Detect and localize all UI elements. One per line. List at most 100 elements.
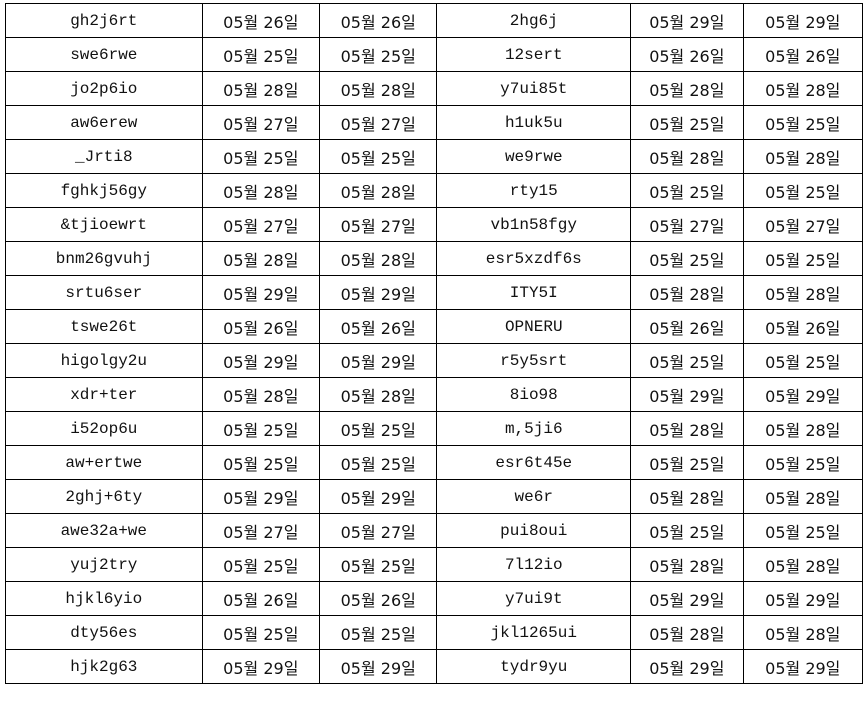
date-cell[interactable]: 05월 29일 (630, 581, 744, 616)
date-cell[interactable]: 05월 28일 (742, 275, 863, 310)
date-cell[interactable]: 05월 28일 (742, 479, 863, 514)
date-cell[interactable]: 05월 29일 (742, 3, 863, 38)
code-cell[interactable]: &tjioewrt (5, 207, 203, 242)
code-cell[interactable]: 7l12io (436, 547, 632, 582)
code-cell[interactable]: 12sert (436, 37, 632, 72)
date-cell[interactable]: 05월 25일 (742, 241, 863, 276)
date-cell[interactable]: 05월 26일 (319, 309, 438, 344)
code-cell[interactable]: dty56es (5, 615, 203, 650)
date-cell[interactable]: 05월 28일 (201, 71, 321, 106)
code-cell[interactable]: _Jrti8 (5, 139, 203, 174)
code-cell[interactable]: srtu6ser (5, 275, 203, 310)
date-cell[interactable]: 05월 29일 (319, 649, 438, 684)
code-cell[interactable]: we6r (436, 479, 632, 514)
date-cell[interactable]: 05월 26일 (319, 581, 438, 616)
date-cell[interactable]: 05월 25일 (630, 241, 744, 276)
code-cell[interactable]: fghkj56gy (5, 173, 203, 208)
code-cell[interactable]: tydr9yu (436, 649, 632, 684)
date-cell[interactable]: 05월 28일 (742, 615, 863, 650)
code-cell[interactable]: y7ui85t (436, 71, 632, 106)
date-cell[interactable]: 05월 28일 (742, 411, 863, 446)
date-cell[interactable]: 05월 26일 (201, 3, 321, 38)
code-cell[interactable]: swe6rwe (5, 37, 203, 72)
date-cell[interactable]: 05월 28일 (630, 547, 744, 582)
code-cell[interactable]: vb1n58fgy (436, 207, 632, 242)
date-cell[interactable]: 05월 28일 (201, 173, 321, 208)
date-cell[interactable]: 05월 27일 (319, 105, 438, 140)
date-cell[interactable]: 05월 25일 (630, 445, 744, 480)
code-cell[interactable]: r5y5srt (436, 343, 632, 378)
code-cell[interactable]: m,5ji6 (436, 411, 632, 446)
date-cell[interactable]: 05월 26일 (742, 309, 863, 344)
date-cell[interactable]: 05월 25일 (201, 547, 321, 582)
date-cell[interactable]: 05월 29일 (201, 479, 321, 514)
date-cell[interactable]: 05월 25일 (201, 411, 321, 446)
date-cell[interactable]: 05월 29일 (319, 343, 438, 378)
date-cell[interactable]: 05월 28일 (319, 173, 438, 208)
date-cell[interactable]: 05월 25일 (319, 445, 438, 480)
date-cell[interactable]: 05월 28일 (742, 547, 863, 582)
code-cell[interactable]: 2ghj+6ty (5, 479, 203, 514)
date-cell[interactable]: 05월 25일 (201, 37, 321, 72)
date-cell[interactable]: 05월 27일 (201, 207, 321, 242)
date-cell[interactable]: 05월 25일 (630, 513, 744, 548)
code-cell[interactable]: hjk2g63 (5, 649, 203, 684)
date-cell[interactable]: 05월 25일 (319, 615, 438, 650)
date-cell[interactable]: 05월 29일 (742, 581, 863, 616)
code-cell[interactable]: pui8oui (436, 513, 632, 548)
date-cell[interactable]: 05월 25일 (742, 105, 863, 140)
date-cell[interactable]: 05월 28일 (319, 241, 438, 276)
date-cell[interactable]: 05월 25일 (742, 173, 863, 208)
code-cell[interactable]: yuj2try (5, 547, 203, 582)
date-cell[interactable]: 05월 29일 (201, 343, 321, 378)
date-cell[interactable]: 05월 25일 (630, 105, 744, 140)
date-cell[interactable]: 05월 25일 (319, 547, 438, 582)
date-cell[interactable]: 05월 27일 (201, 513, 321, 548)
date-cell[interactable]: 05월 25일 (201, 139, 321, 174)
code-cell[interactable]: rty15 (436, 173, 632, 208)
code-cell[interactable]: esr5xzdf6s (436, 241, 632, 276)
date-cell[interactable]: 05월 28일 (201, 377, 321, 412)
date-cell[interactable]: 05월 29일 (742, 377, 863, 412)
code-cell[interactable]: higolgy2u (5, 343, 203, 378)
date-cell[interactable]: 05월 29일 (319, 275, 438, 310)
date-cell[interactable]: 05월 26일 (201, 581, 321, 616)
code-cell[interactable]: aw6erew (5, 105, 203, 140)
date-cell[interactable]: 05월 29일 (742, 649, 863, 684)
date-cell[interactable]: 05월 29일 (201, 649, 321, 684)
date-cell[interactable]: 05월 26일 (319, 3, 438, 38)
date-cell[interactable]: 05월 25일 (630, 173, 744, 208)
date-cell[interactable]: 05월 28일 (630, 275, 744, 310)
date-cell[interactable]: 05월 28일 (201, 241, 321, 276)
date-cell[interactable]: 05월 28일 (630, 71, 744, 106)
code-cell[interactable]: gh2j6rt (5, 3, 203, 38)
code-cell[interactable]: h1uk5u (436, 105, 632, 140)
date-cell[interactable]: 05월 26일 (630, 37, 744, 72)
date-cell[interactable]: 05월 28일 (630, 139, 744, 174)
code-cell[interactable]: bnm26gvuhj (5, 241, 203, 276)
code-cell[interactable]: ITY5I (436, 275, 632, 310)
date-cell[interactable]: 05월 28일 (319, 377, 438, 412)
code-cell[interactable]: jo2p6io (5, 71, 203, 106)
date-cell[interactable]: 05월 28일 (630, 615, 744, 650)
code-cell[interactable]: awe32a+we (5, 513, 203, 548)
date-cell[interactable]: 05월 27일 (201, 105, 321, 140)
date-cell[interactable]: 05월 25일 (319, 139, 438, 174)
date-cell[interactable]: 05월 27일 (319, 513, 438, 548)
code-cell[interactable]: i52op6u (5, 411, 203, 446)
date-cell[interactable]: 05월 28일 (630, 479, 744, 514)
date-cell[interactable]: 05월 25일 (319, 37, 438, 72)
date-cell[interactable]: 05월 25일 (742, 445, 863, 480)
code-cell[interactable]: esr6t45e (436, 445, 632, 480)
date-cell[interactable]: 05월 25일 (630, 343, 744, 378)
date-cell[interactable]: 05월 29일 (201, 275, 321, 310)
date-cell[interactable]: 05월 28일 (742, 139, 863, 174)
date-cell[interactable]: 05월 27일 (742, 207, 863, 242)
code-cell[interactable]: we9rwe (436, 139, 632, 174)
date-cell[interactable]: 05월 27일 (319, 207, 438, 242)
code-cell[interactable]: aw+ertwe (5, 445, 203, 480)
date-cell[interactable]: 05월 25일 (201, 445, 321, 480)
date-cell[interactable]: 05월 28일 (319, 71, 438, 106)
code-cell[interactable]: tswe26t (5, 309, 203, 344)
code-cell[interactable]: xdr+ter (5, 377, 203, 412)
